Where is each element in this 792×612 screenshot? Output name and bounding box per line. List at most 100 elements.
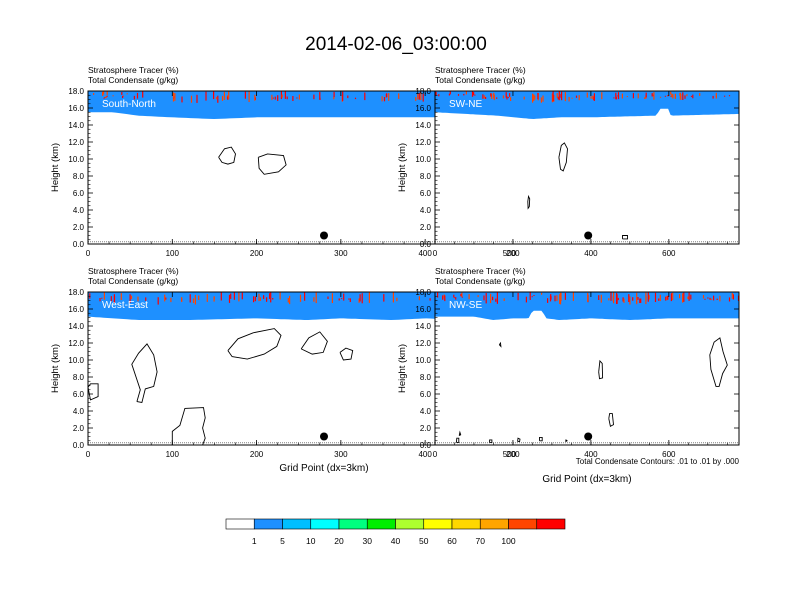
x-tick-label: 0 xyxy=(86,450,91,459)
panel-cross-section-label: South-North xyxy=(102,99,156,110)
tracer-streak xyxy=(415,97,417,101)
tracer-streak xyxy=(259,297,261,301)
location-marker xyxy=(320,231,328,240)
tracer-streak xyxy=(503,298,505,301)
condensate-contour xyxy=(88,383,99,401)
condensate-contour xyxy=(257,153,287,175)
condensate-contour xyxy=(539,436,543,442)
y-tick-label: 2.0 xyxy=(420,424,432,433)
condensate-contour xyxy=(598,359,604,380)
y-axis-label: Height (km) xyxy=(50,344,61,393)
tracer-streak xyxy=(702,295,705,299)
x-tick-label: 200 xyxy=(506,249,520,258)
tracer-streak xyxy=(101,297,103,299)
tracer-streak xyxy=(690,294,692,300)
tracer-streak xyxy=(670,95,672,97)
x-axis-label: Grid Point (dx=3km) xyxy=(542,474,631,485)
panel-subtitle-condensate: Total Condensate (g/kg) xyxy=(88,276,178,286)
tracer-streak xyxy=(113,294,115,303)
tracer-streak xyxy=(672,94,674,99)
tracer-streak xyxy=(342,91,344,101)
tracer-streak xyxy=(671,93,673,98)
y-tick-label: 6.0 xyxy=(420,189,432,198)
tracer-streak xyxy=(457,94,460,96)
y-tick-label: 12.0 xyxy=(415,339,431,348)
x-tick-label: 600 xyxy=(662,450,676,459)
condensate-contour xyxy=(227,328,282,360)
tracer-streak xyxy=(444,295,446,302)
tracer-streak xyxy=(483,95,486,99)
tracer-streak xyxy=(381,96,383,102)
y-tick-label: 10.0 xyxy=(415,155,431,164)
panel-subtitle-tracer: Stratosphere Tracer (%) xyxy=(88,65,179,75)
tracer-streak xyxy=(564,292,566,300)
x-tick-label: 0 xyxy=(86,249,91,258)
tracer-streak xyxy=(601,92,603,100)
tracer-streak xyxy=(157,297,159,305)
tracer-streak xyxy=(103,91,105,95)
tracer-streak xyxy=(280,91,282,100)
tracer-streak xyxy=(572,292,574,301)
tracer-streak xyxy=(667,295,669,300)
tracer-streak xyxy=(658,298,660,301)
tracer-streak xyxy=(304,292,306,301)
y-tick-label: 4.0 xyxy=(420,206,432,215)
tracer-streak xyxy=(617,92,620,100)
condensate-contour xyxy=(517,437,521,443)
y-tick-label: 8.0 xyxy=(420,373,432,382)
y-tick-label: 4.0 xyxy=(73,407,85,416)
tracer-streak xyxy=(534,95,536,100)
tracer-streak xyxy=(492,296,494,301)
tracer-streak xyxy=(615,92,617,100)
tracer-streak xyxy=(622,297,624,302)
y-tick-label: 4.0 xyxy=(420,407,432,416)
tracer-streak xyxy=(687,296,689,299)
y-tick-label: 0.0 xyxy=(73,240,85,249)
y-tick-label: 18.0 xyxy=(415,288,431,297)
tracer-streak xyxy=(672,292,674,301)
tracer-streak xyxy=(348,298,350,300)
tracer-streak xyxy=(485,97,487,99)
tracer-streak xyxy=(640,298,642,303)
tracer-streak xyxy=(592,95,594,100)
y-tick-label: 0.0 xyxy=(420,441,432,450)
tracer-streak xyxy=(728,95,731,97)
tracer-streak xyxy=(233,292,235,300)
tracer-streak xyxy=(556,93,558,98)
tracer-streak xyxy=(531,296,533,298)
tracer-streak xyxy=(644,97,646,99)
y-tick-label: 8.0 xyxy=(73,172,85,181)
tracer-streak xyxy=(680,93,682,100)
y-tick-label: 18.0 xyxy=(68,288,84,297)
y-tick-label: 12.0 xyxy=(68,138,84,147)
tracer-streak xyxy=(103,97,105,99)
tracer-streak xyxy=(648,295,650,300)
tracer-streak xyxy=(629,296,631,305)
tracer-streak xyxy=(349,298,351,302)
tracer-streak xyxy=(189,294,191,303)
tracer-streak xyxy=(217,95,219,103)
tracer-streak xyxy=(313,94,315,100)
y-tick-label: 10.0 xyxy=(68,155,84,164)
tracer-streak xyxy=(610,292,612,301)
y-tick-label: 12.0 xyxy=(415,138,431,147)
tracer-streak xyxy=(553,95,555,102)
y-tick-label: 18.0 xyxy=(68,87,84,96)
tracer-streak xyxy=(628,294,630,302)
colorbar-label: 100 xyxy=(501,536,515,546)
location-marker xyxy=(584,432,593,441)
condensate-contour xyxy=(455,437,460,443)
tracer-streak xyxy=(556,295,558,302)
colorbar-label: 40 xyxy=(391,536,401,546)
y-tick-label: 8.0 xyxy=(420,172,432,181)
y-axis-label: Height (km) xyxy=(50,143,61,192)
tracer-streak xyxy=(248,91,250,102)
tracer-streak xyxy=(463,93,465,96)
tracer-streak xyxy=(659,96,662,98)
y-tick-label: 18.0 xyxy=(415,87,431,96)
tracer-streak xyxy=(230,293,232,299)
tracer-streak xyxy=(398,93,400,99)
tracer-streak xyxy=(220,292,222,301)
tracer-streak xyxy=(319,97,321,100)
condensate-contour xyxy=(565,439,568,442)
